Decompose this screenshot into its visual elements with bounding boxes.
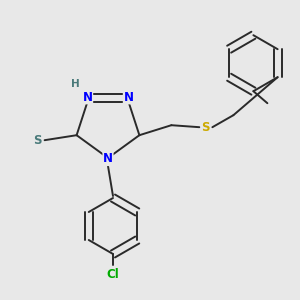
Text: H: H xyxy=(71,79,80,89)
Text: Cl: Cl xyxy=(106,268,119,281)
Text: S: S xyxy=(33,134,42,147)
Text: N: N xyxy=(82,91,93,104)
Text: S: S xyxy=(201,121,210,134)
Text: N: N xyxy=(123,91,134,104)
Text: N: N xyxy=(103,152,113,166)
